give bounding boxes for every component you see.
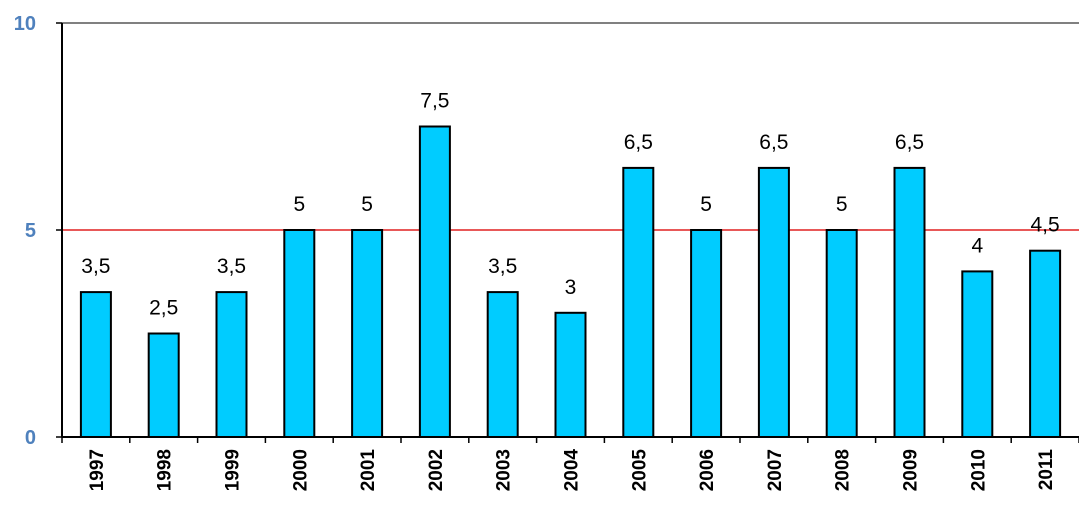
data-label: 2,5 — [149, 297, 178, 320]
x-tick-label: 2010 — [968, 449, 989, 491]
data-label: 3 — [565, 276, 577, 299]
bar — [351, 229, 384, 438]
x-tick-label: 2009 — [901, 449, 922, 491]
x-tick-label: 2008 — [833, 449, 854, 491]
y-tick-label: 10 — [14, 13, 36, 35]
x-tick-label: 1999 — [223, 449, 244, 491]
data-label: 4 — [971, 234, 983, 257]
data-label: 6,5 — [895, 131, 924, 154]
bar — [147, 332, 180, 438]
data-label: 5 — [700, 193, 712, 216]
data-label: 6,5 — [759, 131, 788, 154]
data-label: 5 — [293, 193, 305, 216]
x-tick-label: 2006 — [697, 449, 718, 491]
data-label: 6,5 — [624, 131, 653, 154]
bar — [215, 291, 248, 438]
data-label: 5 — [836, 193, 848, 216]
data-label: 3,5 — [81, 255, 110, 278]
x-tick-label: 2011 — [1036, 449, 1057, 491]
x-tick-label: 2001 — [358, 449, 379, 492]
bar — [622, 166, 655, 438]
x-tick-label: 2005 — [629, 449, 650, 492]
x-axis-tick-labels: 1997 1998 1999 2000 2001 2002 2003 2004 2005 2006… — [87, 449, 1057, 492]
y-axis-tick-labels: 0 5 10 — [14, 13, 36, 449]
bar — [825, 229, 858, 438]
x-tick-label: 2000 — [290, 449, 311, 491]
x-tick-label: 1997 — [87, 449, 108, 491]
bar — [1029, 249, 1062, 438]
bar — [283, 229, 316, 438]
x-tick-label: 2007 — [765, 449, 786, 491]
y-tick-label: 0 — [25, 427, 36, 449]
bar — [486, 291, 519, 438]
bar — [690, 229, 723, 438]
data-label: 3,5 — [217, 255, 246, 278]
data-labels: 3,5 2,5 3,5 5 5 7,5 3,5 3 6,5 5 6,5 5 6,5 4 4,5 — [81, 90, 1059, 320]
bar — [757, 166, 790, 438]
data-label: 7,5 — [420, 90, 449, 113]
x-tick-label: 2003 — [494, 449, 515, 491]
bar — [79, 291, 112, 438]
axes — [56, 22, 1079, 443]
bar — [893, 166, 926, 438]
data-label: 3,5 — [488, 255, 517, 278]
x-tick-label: 2002 — [426, 449, 447, 491]
x-tick-label: 2004 — [562, 449, 583, 492]
bar — [961, 270, 994, 438]
x-tick-label: 1998 — [155, 449, 176, 491]
data-label: 5 — [361, 193, 373, 216]
bar — [418, 125, 451, 438]
bars — [79, 125, 1062, 438]
bar — [554, 311, 587, 438]
y-tick-label: 5 — [25, 220, 36, 242]
data-label: 4,5 — [1030, 214, 1059, 237]
